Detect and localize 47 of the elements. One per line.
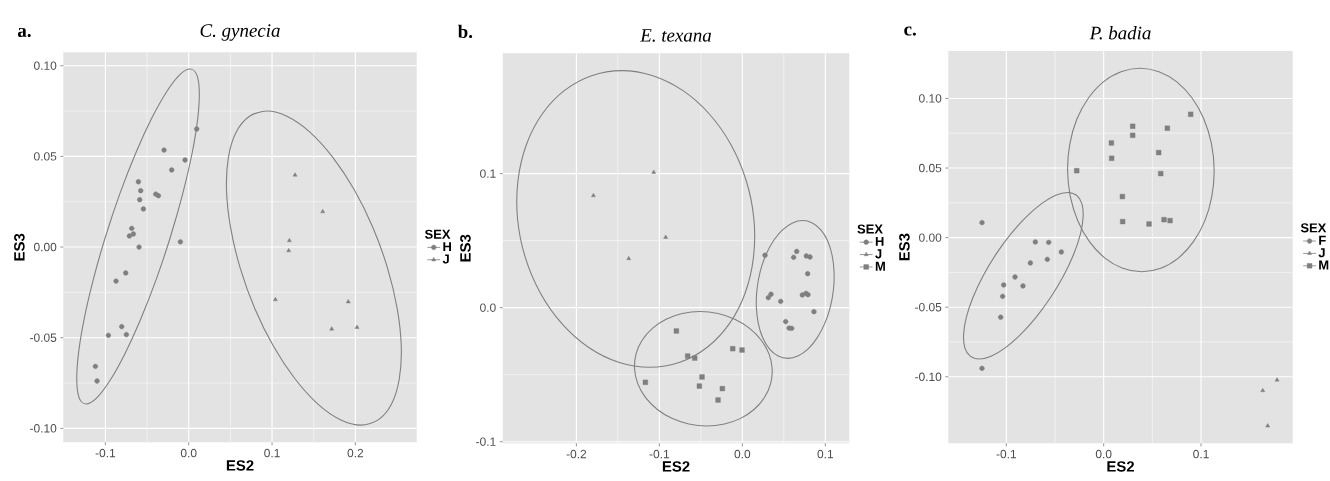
x-tick-label: 0.1: [817, 449, 834, 459]
legend-label: J: [875, 249, 882, 259]
legend-label: M: [875, 261, 885, 271]
legend-label: J: [1318, 248, 1325, 258]
x-tick-label: 0.0: [1095, 449, 1112, 459]
x-tick-label: -0.1: [95, 448, 116, 458]
x-tick-label: -0.2: [566, 449, 587, 459]
x-axis-title: ES2: [226, 460, 254, 471]
y-tick-label: 0.10: [919, 94, 942, 103]
legend-label: H: [443, 242, 451, 252]
y-tick-label: 0.1: [480, 169, 496, 178]
text: c.: [904, 26, 916, 36]
x-tick-label: -0.1: [996, 449, 1017, 459]
x-tick-label: 0.0: [734, 449, 751, 459]
x-axis-title: ES2: [1107, 461, 1135, 472]
y-tick-label: -0.1: [476, 437, 496, 446]
x-tick-label: 0.2: [347, 448, 364, 458]
text: b.: [457, 24, 473, 39]
y-tick-label: 0.00: [919, 233, 942, 242]
legend-label: M: [1319, 260, 1329, 270]
y-tick-label: -0.05: [915, 302, 942, 312]
y-tick-label: 0.10: [33, 61, 57, 70]
y-tick-label: -0.10: [915, 372, 942, 381]
x-tick-label: 0.1: [264, 448, 280, 458]
chart-title: E. texana: [640, 29, 712, 42]
x-axis-title: ES2: [662, 461, 690, 472]
x-tick-label: 0.1: [1193, 449, 1209, 459]
y-tick-label: 0.05: [33, 152, 57, 161]
legend-title: SEX: [424, 229, 451, 239]
legend-title: SEX: [857, 224, 883, 234]
y-tick-label: 0.0: [480, 303, 496, 312]
y-axis-title: ES3: [460, 234, 471, 262]
y-tick-label: 0.00: [33, 242, 57, 252]
y-tick-label: -0.10: [30, 424, 57, 433]
y-tick-label: -0.05: [30, 333, 57, 342]
x-tick-label: -0.1: [649, 449, 670, 459]
legend-label: H: [875, 236, 884, 246]
chart-title: C. gynecia: [200, 24, 280, 41]
x-tick-label: 0.0: [180, 448, 197, 458]
legend-title: SEX: [1300, 223, 1327, 233]
y-axis-title: ES3: [14, 233, 25, 261]
text: a.: [17, 27, 31, 38]
y-tick-label: 0.05: [919, 163, 942, 173]
legend-label: F: [1319, 235, 1326, 245]
chart-title: P. badia: [1089, 26, 1151, 40]
y-axis-title: ES3: [899, 233, 910, 261]
legend-label: J: [442, 254, 449, 264]
